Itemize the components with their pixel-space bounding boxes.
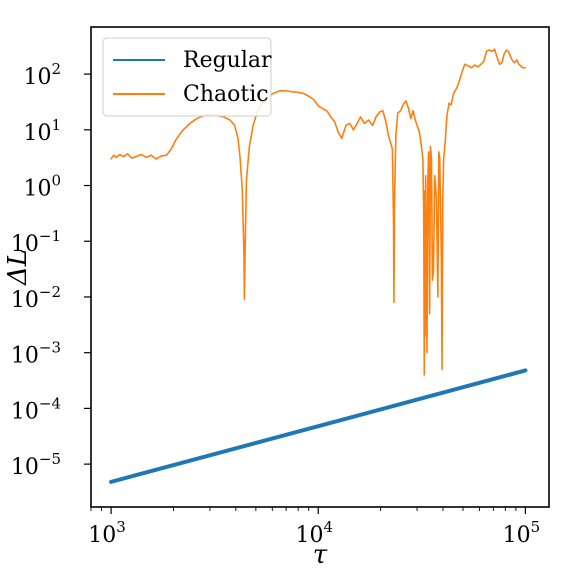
x-tick-label-2: 105 xyxy=(503,518,541,548)
x-tick-label-0: 103 xyxy=(88,518,126,548)
y-tick-label-0: 10−5 xyxy=(11,450,61,480)
series-layer xyxy=(109,48,528,484)
x-axis-label: τ xyxy=(313,540,328,570)
legend-label-chaotic: Chaotic xyxy=(183,82,269,107)
series-line-chaotic xyxy=(110,48,527,376)
y-tick-label-5: 100 xyxy=(23,172,61,202)
y-tick-label-1: 10−4 xyxy=(11,394,61,424)
y-tick-label-3: 10−2 xyxy=(11,283,61,313)
y-axis-label: ΔL xyxy=(3,249,33,286)
legend-box xyxy=(102,37,272,117)
series-line-regular xyxy=(109,368,528,484)
legend-label-regular: Regular xyxy=(183,48,272,73)
y-tick-label-7: 102 xyxy=(23,60,61,90)
legend: Regular Chaotic xyxy=(102,37,272,117)
plot-frame xyxy=(90,26,550,508)
y-tick-label-2: 10−3 xyxy=(11,339,61,369)
y-tick-label-6: 101 xyxy=(23,116,61,146)
